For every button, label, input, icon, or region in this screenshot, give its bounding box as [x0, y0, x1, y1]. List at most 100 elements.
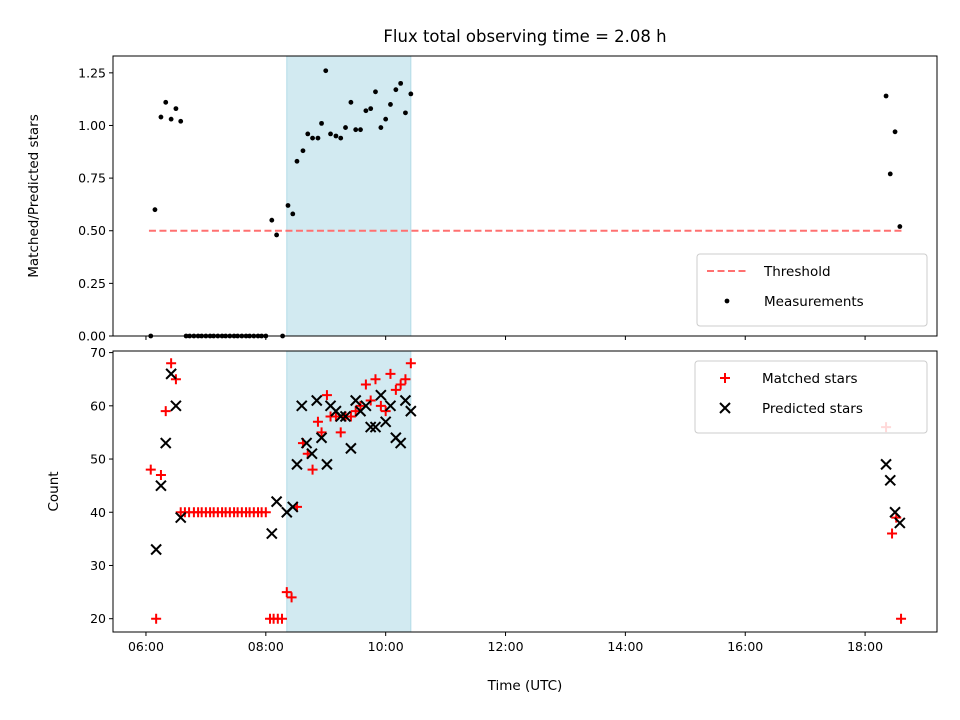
y-axis-label: Count — [46, 471, 62, 511]
data-point — [166, 358, 177, 369]
data-point — [345, 442, 357, 455]
data-point — [349, 394, 362, 407]
data-point — [339, 410, 352, 423]
data-point — [168, 116, 174, 122]
data-point — [380, 406, 391, 417]
data-point — [398, 80, 404, 86]
legend-swatch — [720, 373, 730, 383]
data-point — [375, 400, 386, 411]
data-point — [894, 517, 906, 529]
data-point — [358, 127, 363, 133]
data-point — [360, 400, 372, 412]
y-tick-label: 70 — [90, 345, 106, 360]
data-point — [145, 464, 156, 475]
data-point — [399, 394, 412, 407]
x-tick-label: 18:00 — [847, 639, 883, 654]
data-point — [305, 131, 311, 137]
data-point — [390, 384, 401, 395]
data-point — [160, 406, 171, 417]
data-point — [274, 232, 280, 238]
data-point — [269, 217, 275, 223]
legend: Matched stars Predicted stars — [694, 360, 928, 434]
legend-swatch — [724, 298, 730, 304]
data-point — [370, 374, 381, 385]
data-point — [360, 379, 371, 390]
data-point — [165, 368, 177, 380]
data-point — [883, 93, 889, 99]
data-point — [405, 405, 417, 417]
data-point — [266, 527, 278, 540]
data-point — [152, 207, 158, 213]
data-point — [291, 458, 303, 471]
legend-label: Matched stars — [762, 371, 858, 387]
x-tick-label: 12:00 — [488, 639, 524, 654]
legend-box — [694, 360, 928, 434]
data-point — [353, 127, 359, 133]
highlight-span — [286, 55, 412, 337]
data-point — [307, 464, 318, 475]
data-point — [294, 158, 300, 164]
data-point — [315, 432, 328, 444]
y-tick-label: 1.00 — [78, 118, 106, 133]
highlight-span — [286, 350, 412, 633]
data-point — [892, 129, 898, 135]
data-point — [270, 495, 283, 508]
legend-label: Predicted stars — [762, 401, 863, 417]
x-axis-label: Time (UTC) — [487, 678, 563, 694]
axes-frame — [112, 350, 938, 633]
y-tick-label: 60 — [90, 398, 106, 413]
series-predicted-stars — [150, 368, 906, 556]
data-point — [373, 89, 378, 95]
axes-frame — [112, 55, 938, 337]
data-point — [311, 394, 323, 407]
data-point — [400, 374, 411, 385]
data-point — [315, 135, 321, 141]
data-point — [405, 358, 416, 369]
data-point — [310, 135, 315, 141]
data-point — [330, 411, 341, 422]
legend-box — [696, 253, 928, 327]
chart-title: Flux total observing time = 2.08 h — [383, 27, 666, 46]
data-point — [300, 437, 313, 449]
data-point — [319, 120, 324, 126]
legend-swatch — [719, 402, 731, 414]
data-point — [178, 118, 184, 124]
data-point — [394, 437, 407, 449]
data-point — [388, 102, 393, 107]
x-tick-label: 10:00 — [368, 639, 404, 654]
data-point — [393, 87, 399, 93]
data-point — [350, 406, 361, 417]
legend-label: Measurements — [764, 294, 864, 310]
data-point — [355, 400, 366, 411]
data-point — [290, 211, 296, 217]
y-tick-label: 20 — [90, 611, 106, 626]
data-point — [300, 148, 306, 154]
data-point — [335, 427, 346, 438]
data-point — [170, 374, 181, 385]
x-tick-label: 16:00 — [727, 639, 763, 654]
data-point — [379, 416, 392, 428]
data-point — [897, 224, 903, 229]
y-tick-label: 50 — [90, 452, 106, 467]
data-point — [312, 416, 323, 427]
data-point — [403, 110, 408, 116]
data-point — [408, 91, 414, 97]
data-point — [364, 421, 377, 433]
data-point — [281, 587, 292, 598]
data-point — [348, 99, 354, 105]
data-point — [343, 125, 348, 130]
data-point — [160, 437, 172, 449]
series-measurements — [148, 68, 903, 339]
y-tick-label: 0.50 — [78, 223, 106, 238]
data-point — [375, 389, 387, 401]
x-tick-label: 06:00 — [128, 639, 164, 654]
data-point — [363, 108, 369, 114]
data-point — [321, 458, 333, 471]
x-tick-label: 08:00 — [248, 639, 284, 654]
count-panel: 20 30 40 50 60 70 06:00 08:00 10:00 12:00 14:00 16:… — [46, 345, 938, 654]
y-tick-label: 0.00 — [78, 329, 106, 344]
data-point — [285, 203, 291, 208]
data-point — [306, 448, 318, 460]
data-point — [260, 507, 271, 518]
